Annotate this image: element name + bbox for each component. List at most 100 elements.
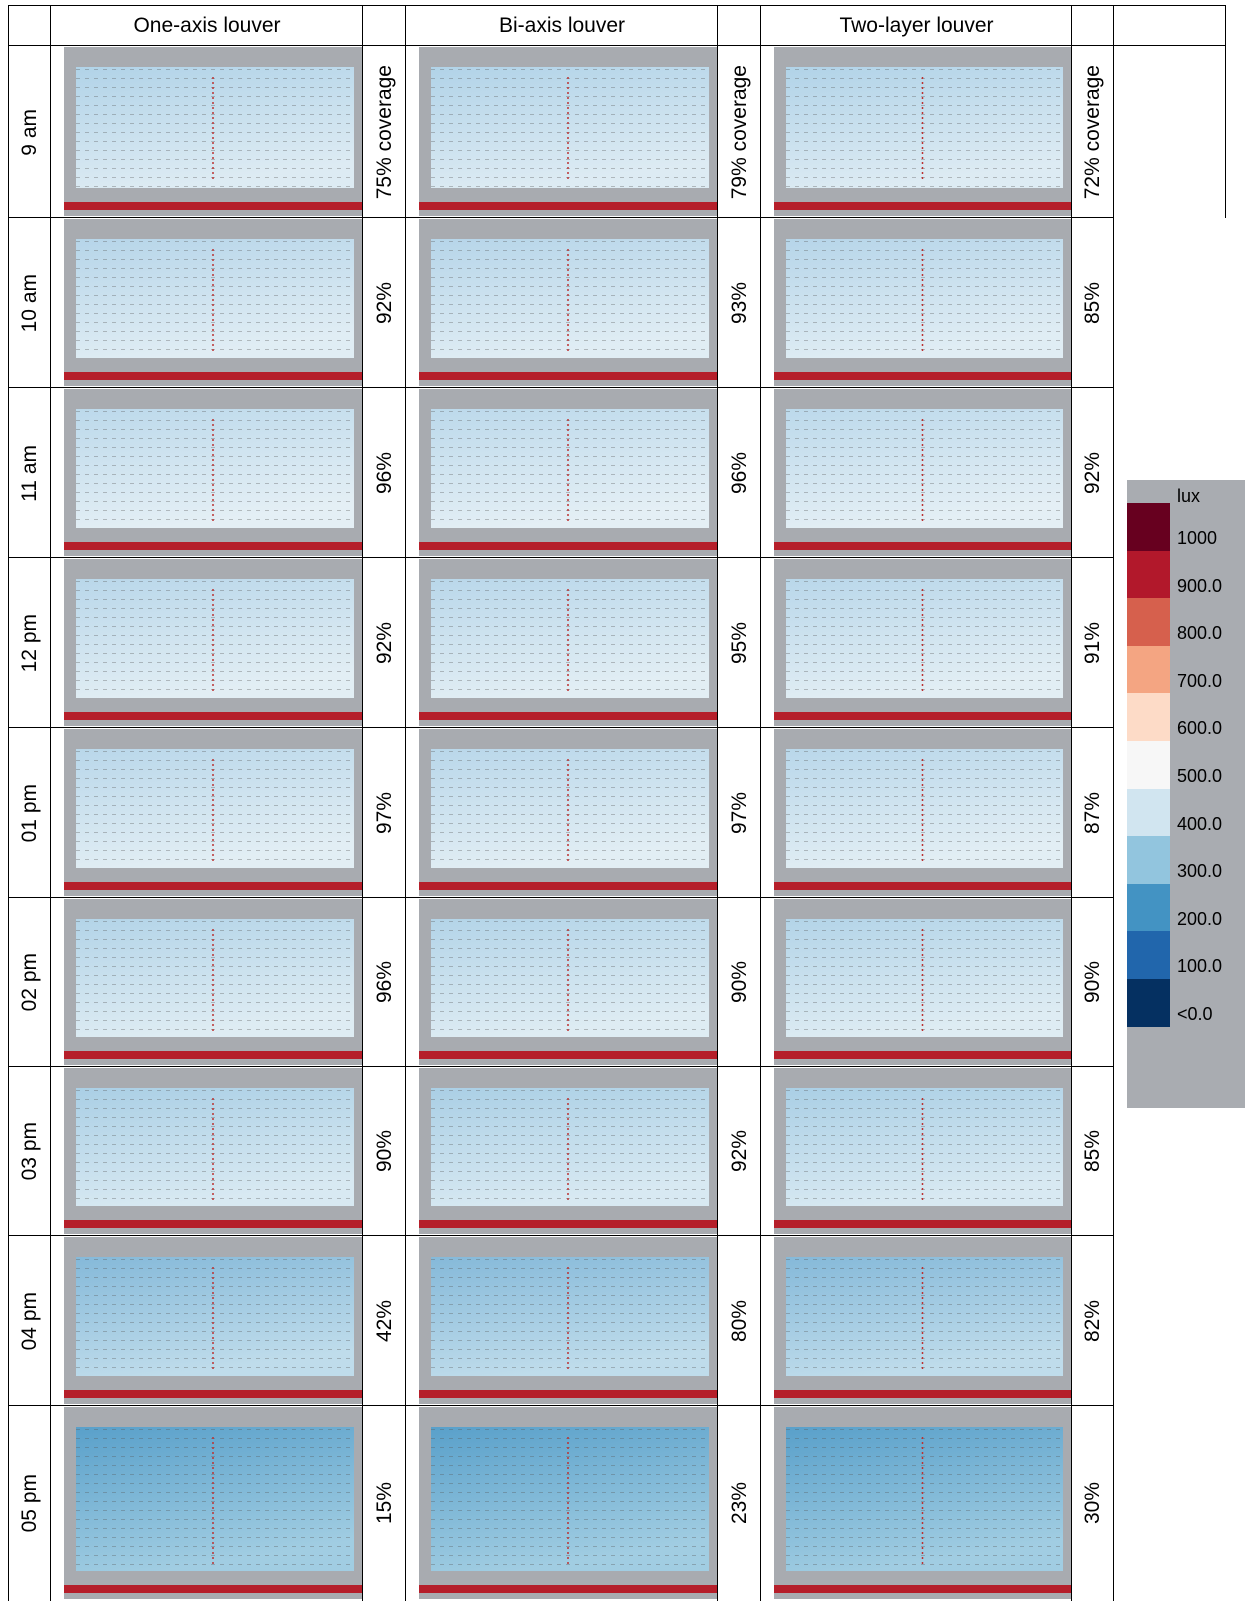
map-grid	[431, 67, 709, 188]
legend-unit: lux	[1177, 486, 1200, 507]
illuminance-map	[64, 219, 362, 386]
map-window	[64, 1220, 362, 1228]
legend-label: 800.0	[1177, 623, 1245, 645]
coverage-value: 91%	[1071, 557, 1114, 728]
map-grid	[786, 1427, 1063, 1571]
legend: lux 1000900.0800.0700.0600.0500.0400.030…	[1127, 480, 1245, 1108]
map-window	[774, 1051, 1071, 1059]
map-grid	[786, 409, 1063, 528]
legend-swatch	[1127, 551, 1170, 599]
map-window	[774, 1390, 1071, 1398]
map-grid	[431, 1088, 709, 1206]
column-header-text: Two-layer louver	[839, 14, 993, 38]
coverage-value: 82%	[1071, 1235, 1114, 1406]
coverage-value-text: 85%	[1081, 282, 1105, 324]
map-grid	[76, 239, 354, 358]
coverage-value: 85%	[1071, 217, 1114, 388]
coverage-value-text: 97%	[728, 792, 752, 834]
coverage-value-text: 92%	[373, 282, 397, 324]
illuminance-map	[419, 389, 717, 556]
map-grid	[431, 579, 709, 698]
coverage-value-text: 15%	[373, 1482, 397, 1524]
map-grid	[431, 919, 709, 1037]
coverage-value-text: 82%	[1081, 1300, 1105, 1342]
map-window	[419, 202, 717, 210]
legend-swatch	[1127, 598, 1170, 646]
map-window	[774, 1585, 1071, 1593]
time-label: 12 pm	[8, 557, 51, 728]
legend-label: 200.0	[1177, 909, 1245, 931]
illuminance-map	[64, 559, 362, 726]
illuminance-map	[419, 1068, 717, 1234]
time-label-text: 02 pm	[18, 953, 42, 1011]
time-label: 03 pm	[8, 1066, 51, 1236]
map-window	[419, 1051, 717, 1059]
illuminance-map	[419, 559, 717, 726]
map-grid	[786, 919, 1063, 1037]
map-grid	[431, 239, 709, 358]
illuminance-map	[419, 899, 717, 1065]
map-grid	[76, 67, 354, 188]
coverage-value-text: 93%	[728, 282, 752, 324]
legend-swatch	[1127, 789, 1170, 837]
time-label: 05 pm	[8, 1405, 51, 1601]
coverage-value: 96%	[362, 387, 406, 558]
illuminance-map	[64, 899, 362, 1065]
illuminance-map	[64, 1237, 362, 1404]
column-header: Two-layer louver	[760, 5, 1072, 46]
header-cell	[362, 5, 406, 46]
coverage-value-text: 91%	[1081, 622, 1105, 664]
coverage-value-text: 97%	[373, 792, 397, 834]
illuminance-map	[64, 1068, 362, 1234]
map-grid	[431, 409, 709, 528]
map-window	[64, 712, 362, 720]
coverage-value-text: 90%	[1081, 961, 1105, 1003]
time-label: 01 pm	[8, 727, 51, 898]
map-grid	[431, 1427, 709, 1571]
map-window	[774, 372, 1071, 380]
legend-swatch	[1127, 503, 1170, 551]
coverage-value: 23%	[717, 1405, 761, 1601]
coverage-value: 72% coverage	[1071, 45, 1114, 218]
map-window	[774, 542, 1071, 550]
legend-swatch	[1127, 693, 1170, 741]
page: One-axis louverBi-axis louverTwo-layer l…	[0, 0, 1245, 1591]
coverage-value-text: 90%	[373, 1130, 397, 1172]
coverage-value: 96%	[362, 897, 406, 1067]
illuminance-map	[64, 47, 362, 216]
coverage-value: 97%	[362, 727, 406, 898]
coverage-value: 85%	[1071, 1066, 1114, 1236]
time-label-text: 03 pm	[18, 1122, 42, 1180]
illuminance-map	[774, 1407, 1071, 1599]
map-grid	[76, 579, 354, 698]
map-window	[419, 882, 717, 890]
coverage-value: 92%	[362, 557, 406, 728]
illuminance-map	[419, 1407, 717, 1599]
map-window	[64, 882, 362, 890]
coverage-value: 90%	[362, 1066, 406, 1236]
map-window	[774, 1220, 1071, 1228]
time-label-text: 12 pm	[18, 614, 42, 672]
illuminance-map	[774, 219, 1071, 386]
legend-label: 400.0	[1177, 814, 1245, 836]
legend-label: 500.0	[1177, 766, 1245, 788]
illuminance-map	[774, 899, 1071, 1065]
legend-swatch	[1127, 741, 1170, 789]
empty-cell	[1113, 45, 1226, 218]
legend-label: 600.0	[1177, 718, 1245, 740]
illuminance-map	[64, 1407, 362, 1599]
time-label-text: 04 pm	[18, 1292, 42, 1350]
map-window	[64, 202, 362, 210]
column-header-text: One-axis louver	[133, 14, 280, 38]
illuminance-map	[64, 389, 362, 556]
illuminance-map	[419, 729, 717, 896]
header-cell	[1113, 5, 1226, 46]
coverage-value: 87%	[1071, 727, 1114, 898]
map-grid	[786, 1257, 1063, 1376]
time-label-text: 9 am	[18, 109, 42, 156]
legend-swatch	[1127, 836, 1170, 884]
coverage-value-text: 72% coverage	[1081, 65, 1105, 199]
coverage-value-text: 95%	[728, 622, 752, 664]
time-label-text: 01 pm	[18, 784, 42, 842]
map-grid	[786, 749, 1063, 868]
